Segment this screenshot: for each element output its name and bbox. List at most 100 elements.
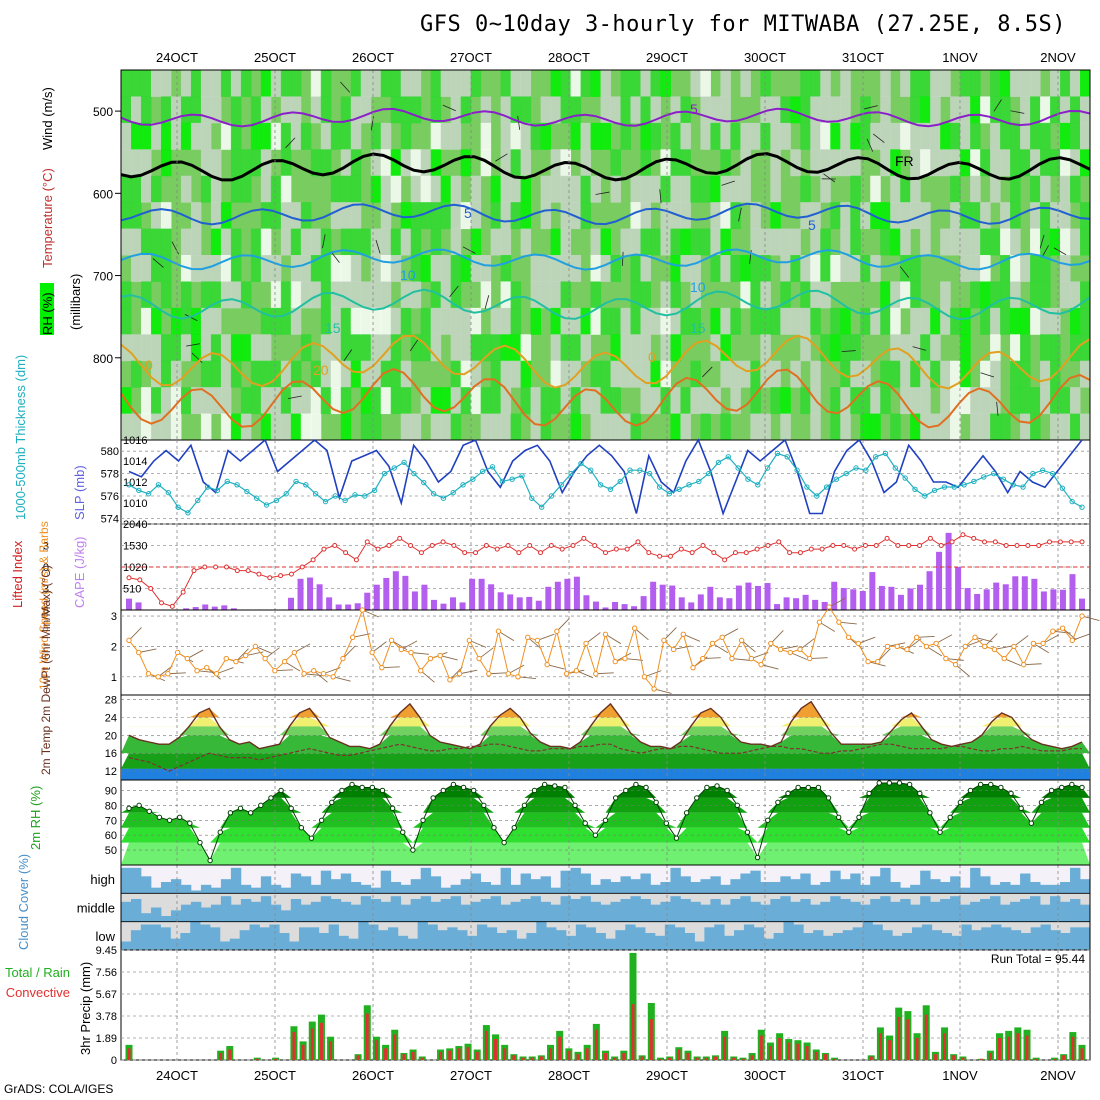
precip-convective-bar [723,1036,727,1060]
cape-axis-label: CAPE (J/kg) [72,536,87,608]
cape-bar [983,589,990,610]
rh-cell [500,149,512,177]
rh-cell [670,228,681,256]
rh-cell [900,387,911,415]
rh2m-point [795,784,801,791]
rh2m-point [694,795,700,801]
wind-speed-point [1011,643,1017,650]
thickness-point [922,493,928,499]
li-point [397,535,403,541]
rh-cell [620,360,631,388]
cloud-middle-bar [121,901,132,922]
slp-tick-label: 1016 [123,435,147,447]
wind-speed-point [661,637,667,644]
rh-cell [530,255,542,282]
rh2m-point [136,802,142,809]
rh-cell [570,387,582,415]
rh-cell [200,387,212,415]
rh-cell [1010,149,1021,177]
rh-cell [330,175,342,203]
precip-convective-bar [255,1058,259,1060]
surface-wind-barb [916,635,935,638]
rh-cell [410,334,422,362]
wind-speed-point [388,637,395,644]
surface-wind-barb [819,621,836,632]
rh-cell [150,122,162,150]
li-tick-label: -3 [39,541,49,553]
cloud-high-bar [410,879,422,894]
thickness-point [479,468,486,475]
rh2m-point [450,781,457,788]
wind-barb [442,104,456,112]
rh-cell [770,202,781,230]
rh-cell [410,70,422,97]
rh-cell [290,70,302,97]
cloud-middle-bar [550,904,561,922]
cloud-low-bar [536,921,547,950]
wind-speed-point [670,646,677,653]
cloud-high-bar [520,873,531,894]
rh-cell [390,228,402,256]
surface-wind-barb [235,648,249,662]
cloud-middle-bar [280,910,292,922]
rh-cell [760,281,771,309]
rh-cell [970,413,981,441]
rh-cell [770,307,781,335]
rh-cell [490,360,502,388]
rh-cell [380,387,392,415]
cape-bar [554,581,561,610]
precip-convective-bar [869,1056,873,1060]
rh-cell [350,175,362,203]
rh-cell [260,360,272,388]
thickness-point [637,467,643,473]
rh-cell [270,307,282,335]
rh-cell [540,175,552,203]
rh-cell [680,122,691,150]
rh-cell [300,122,312,150]
rh-cell [340,175,352,203]
rh-cell [940,360,951,388]
cloud-middle-bar [930,901,941,922]
rh-cell [280,387,292,415]
thickness-point [715,459,722,466]
isotherm-label: 0 [648,349,656,365]
thickness-point [774,450,781,457]
rh-cell [590,122,602,150]
cloud-middle-bar [450,896,462,922]
rh2m-point [430,795,436,801]
rh-cell [330,307,342,335]
cape-bar [583,595,590,610]
isotherm-label: 0 [145,357,153,373]
rh2m-point [714,783,720,789]
precip-convective-bar [713,1056,717,1060]
rh-cell [720,307,731,335]
rh-cell [1080,228,1091,256]
rh-cell [1050,228,1061,256]
rh-cell [380,255,392,282]
rh-cell [600,70,611,97]
rh-cell [320,387,332,415]
rh-cell [350,149,362,177]
cloud-high-bar [370,887,382,894]
cloud-middle-bar [870,899,881,922]
rh-cell [350,228,362,256]
rh-cell [820,175,831,203]
rh-cell [460,255,472,282]
rh2m-point [643,784,649,791]
surface-wind-barb [605,633,622,645]
li-point [440,539,446,545]
rh-cell [700,96,711,124]
rh-cell [790,96,801,124]
cape-bar [288,597,295,610]
cloud-low-bar [931,930,943,950]
wind-barb [343,349,353,362]
li-point [765,543,771,548]
cloud-high-bar [250,887,262,894]
precip-convective-bar [319,1022,323,1060]
cloud-low-bar [387,927,399,950]
rh-cell [510,334,522,362]
rh2m-point [754,854,761,861]
rh-cell [260,175,272,203]
rh-cell [660,149,671,177]
rh-cell [290,360,302,388]
